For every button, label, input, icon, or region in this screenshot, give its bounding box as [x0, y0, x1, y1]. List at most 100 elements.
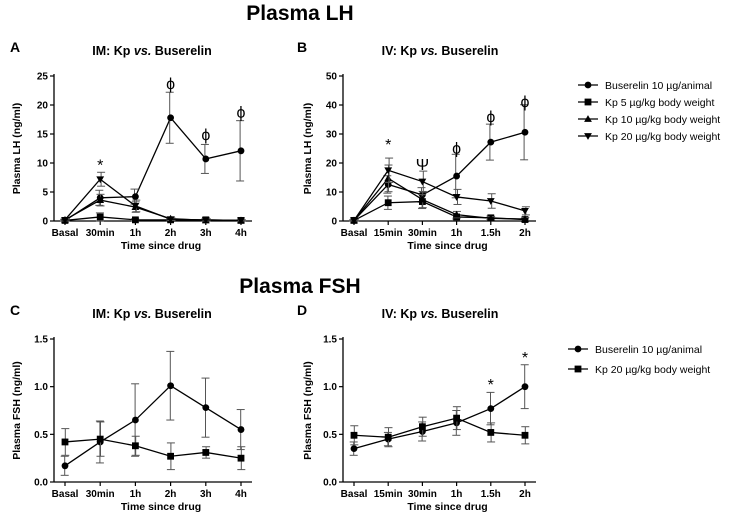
series-line [64, 438, 242, 459]
data-point [202, 449, 210, 456]
data-point [350, 217, 358, 225]
x-tick-label: 4h [235, 228, 247, 239]
data-point [418, 195, 427, 203]
x-axis-label: Time since drug [121, 240, 201, 252]
panel-title-prefix: IV: Kp [382, 44, 421, 58]
data-point [486, 198, 495, 205]
data-point [167, 452, 174, 460]
data-point [202, 404, 210, 412]
significance-annotation: * [488, 377, 494, 394]
panel-title: IM: Kp vs. Buserelin [92, 307, 212, 321]
data-point [202, 155, 210, 163]
panel-title-suffix: Buserelin [438, 307, 498, 321]
y-tick-label: 40 [326, 101, 338, 112]
data-point [132, 193, 139, 201]
legend: Buserelin 10 µg/animal Kp 5 µg/kg body we… [578, 80, 720, 143]
series-triangle-down [61, 171, 246, 225]
y-tick-label: 1.5 [34, 335, 48, 346]
data-point [453, 172, 460, 180]
y-tick-label: 1.0 [34, 382, 48, 393]
data-point [61, 462, 69, 470]
y-tick-label: 25 [37, 72, 49, 83]
legend-marker [584, 81, 592, 89]
y-tick-label: 0 [331, 217, 337, 228]
significance-annotation: Ψ [416, 157, 429, 174]
x-tick-label: Basal [341, 228, 368, 239]
series-square [61, 421, 246, 471]
data-point [61, 438, 69, 446]
section-title-fsh: Plasma FSH [239, 275, 360, 298]
section-title-lh: Plasma LH [246, 2, 353, 25]
x-axis-label: Time since drug [121, 501, 201, 513]
data-point [237, 147, 245, 155]
data-point [237, 426, 245, 433]
series-square [60, 212, 245, 224]
significance-annotation: * [522, 350, 528, 367]
series-line [353, 169, 526, 221]
y-tick-label: 50 [326, 72, 338, 83]
series-circle [349, 364, 529, 456]
x-tick-label: 1.5h [481, 228, 501, 239]
data-point [453, 414, 460, 422]
x-tick-label: 1h [130, 228, 142, 239]
significance-annotation: ϕ [521, 94, 530, 111]
significance-annotation: * [385, 137, 391, 154]
legend-label: Kp 20 µg/kg body weight [595, 364, 710, 376]
data-point [96, 435, 104, 443]
series-line [353, 417, 526, 438]
data-point [521, 128, 529, 136]
legend-label: Kp 20 µg/kg body weight [605, 131, 720, 143]
data-point [384, 433, 392, 441]
x-tick-label: 2h [519, 228, 531, 239]
series-square [349, 194, 529, 224]
panel-title: IM: Kp vs. Buserelin [92, 44, 212, 58]
panel-title-prefix: IM: Kp [92, 307, 134, 321]
y-tick-label: 30 [326, 130, 338, 141]
y-axis-label: Plasma FSH (ng/ml) [11, 361, 23, 460]
data-point [166, 216, 175, 224]
series-line [353, 177, 526, 221]
panel-title-suffix: Buserelin [438, 44, 498, 58]
series-line [353, 386, 526, 450]
data-point [418, 178, 427, 186]
x-tick-label: 2h [519, 489, 531, 500]
data-point [521, 215, 529, 222]
x-tick-label: 2h [165, 489, 177, 500]
panel-title: IV: Kp vs. Buserelin [382, 44, 499, 58]
significance-annotation: ϕ [166, 76, 175, 93]
x-tick-label: Basal [52, 489, 79, 500]
data-point [237, 454, 245, 462]
significance-annotation: ϕ [237, 104, 246, 121]
panel-letter: A [10, 39, 20, 55]
legend-label: Kp 10 µg/kg body weight [605, 114, 720, 126]
series-triangle-down [350, 157, 530, 225]
data-point [167, 114, 175, 122]
x-tick-label: 30min [408, 489, 437, 500]
data-point [350, 445, 358, 453]
x-tick-label: 2h [165, 228, 177, 239]
data-point [487, 429, 495, 436]
panel-title-italic: vs. [421, 307, 438, 321]
series-triangle-up [350, 164, 530, 224]
data-point [521, 431, 529, 439]
significance-annotation: ϕ [201, 127, 210, 144]
data-point [350, 431, 358, 439]
data-point [419, 423, 426, 431]
data-point [96, 196, 105, 204]
panel-title-italic: vs. [134, 44, 151, 58]
x-tick-label: 30min [86, 489, 115, 500]
x-tick-label: 1h [451, 489, 463, 500]
data-point [132, 416, 139, 424]
significance-annotation: ϕ [486, 109, 495, 126]
panel-title-italic: vs. [421, 44, 438, 58]
x-tick-label: 30min [408, 228, 437, 239]
y-axis-label: Plasma FSH (ng/ml) [302, 361, 314, 460]
x-tick-label: 1.5h [481, 489, 501, 500]
x-tick-label: 30min [86, 228, 115, 239]
panel-title-suffix: Buserelin [151, 44, 211, 58]
data-point [487, 138, 495, 146]
data-point [131, 203, 140, 210]
panel-letter: B [297, 39, 307, 55]
legend-marker [584, 98, 592, 106]
